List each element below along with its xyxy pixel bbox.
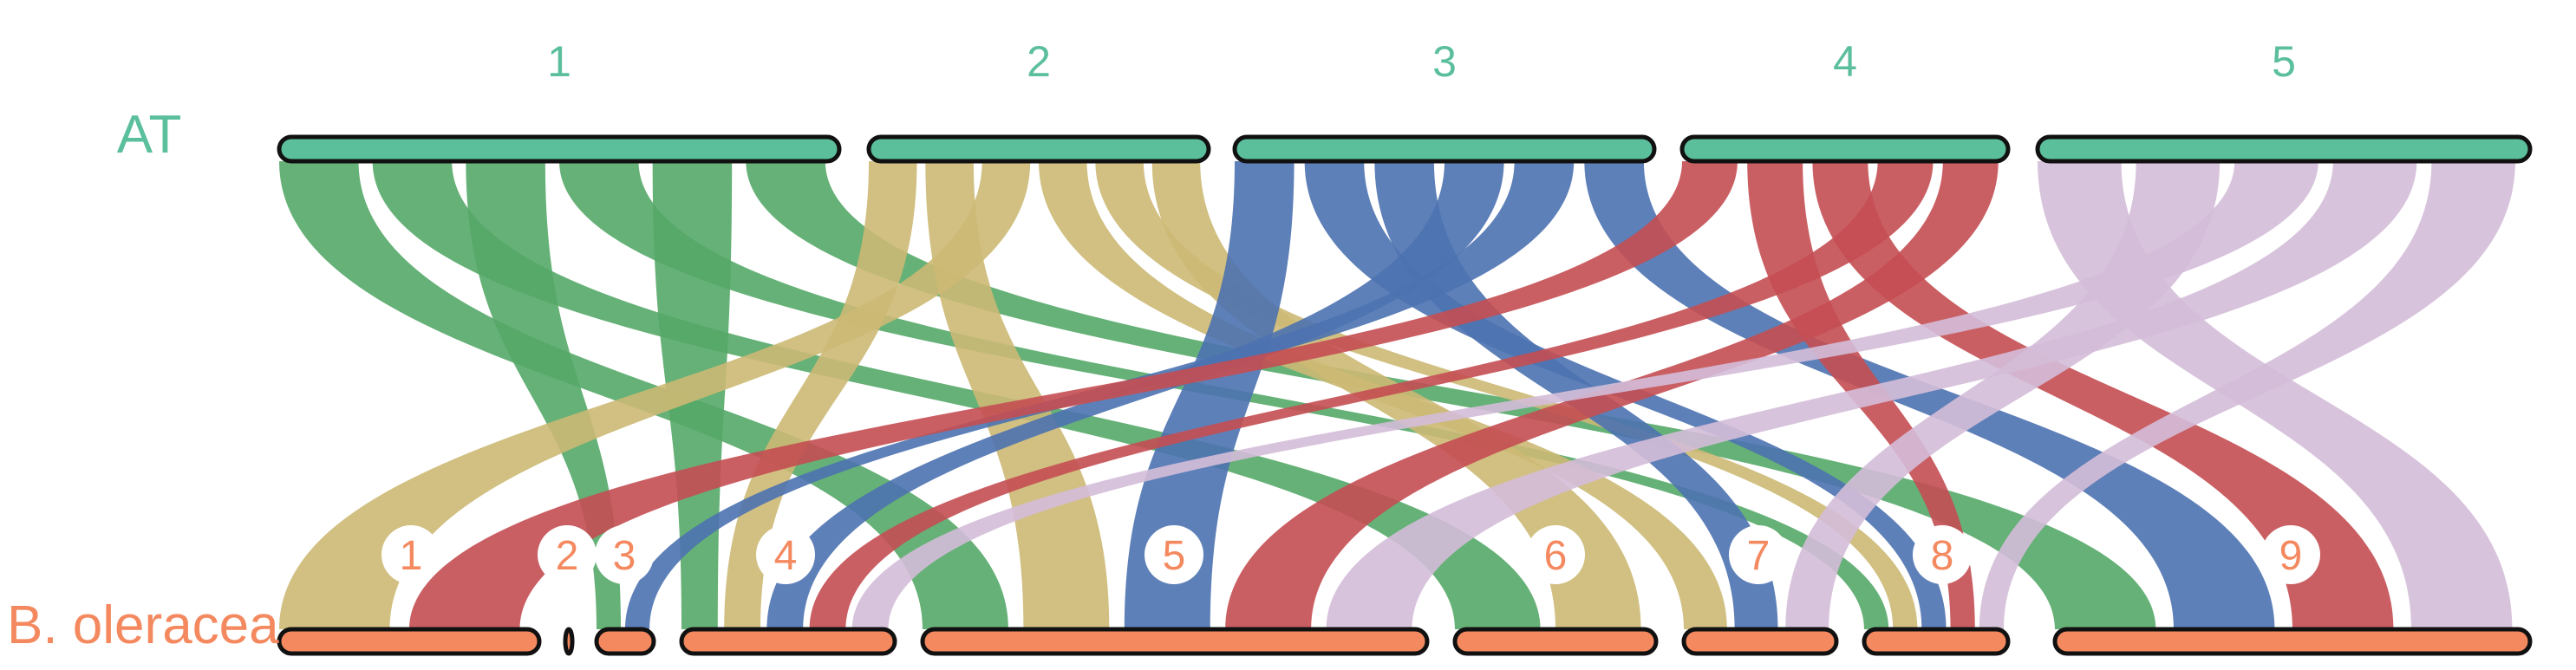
chromosome-bottom (920, 627, 1430, 656)
chromosome-top (866, 134, 1211, 164)
chromosome-label-bottom: 8 (1913, 525, 1972, 584)
synteny-link (851, 161, 2318, 629)
chromosome-label-top: 3 (1432, 37, 1457, 86)
svg-text:5: 5 (1163, 533, 1186, 579)
labels: AT B. oleracea (7, 105, 279, 655)
chromosome-label-bottom: 7 (1729, 525, 1788, 584)
svg-text:3: 3 (613, 533, 636, 579)
chromosomes: 1 2 3 4 51 2 3 4 5 6 7 8 9 (277, 37, 2533, 656)
synteny-link (724, 161, 917, 629)
synteny-link (372, 161, 1541, 629)
chromosome-label-bottom: 9 (2261, 525, 2320, 584)
chromosome-bottom (594, 627, 656, 656)
chromosome-bottom (277, 627, 542, 656)
synteny-link (1979, 161, 2515, 629)
synteny-link (746, 161, 2156, 629)
chromosome-label-bottom: 6 (1526, 525, 1585, 584)
svg-text:7: 7 (1747, 533, 1771, 579)
svg-text:9: 9 (2279, 533, 2303, 579)
chromosome-label-bottom: 5 (1145, 525, 1203, 584)
svg-text:1: 1 (400, 533, 423, 579)
synteny-link (809, 161, 1934, 629)
synteny-link (279, 161, 1031, 629)
synteny-link (1584, 161, 2275, 629)
chromosome-top (277, 134, 842, 164)
chromosome-label-top: 2 (1027, 37, 1051, 86)
chromosome-label-bottom: 2 (538, 525, 597, 584)
genome-label-bottom: B. oleracea (7, 595, 279, 655)
synteny-link (466, 161, 622, 629)
chromosome-bottom (679, 627, 897, 656)
chromosome-top (1232, 134, 1657, 164)
svg-text:6: 6 (1544, 533, 1568, 579)
chromosome-label-top: 4 (1833, 37, 1857, 86)
svg-text:2: 2 (556, 533, 579, 579)
synteny-link (1812, 161, 2394, 629)
svg-text:4: 4 (774, 533, 798, 579)
synteny-links (279, 161, 2515, 629)
synteny-link (766, 161, 1504, 629)
synteny-link (1095, 161, 1918, 629)
svg-text:8: 8 (1931, 533, 1954, 579)
chromosome-label-bottom: 1 (382, 525, 440, 584)
synteny-link (1151, 161, 1641, 629)
chromosome-bottom (1681, 627, 1839, 656)
chromosome-top (2035, 134, 2533, 164)
synteny-link (1124, 161, 1295, 629)
chromosome-label-top: 5 (2272, 37, 2296, 86)
chromosome-label-bottom: 3 (595, 525, 654, 584)
chromosome-label-bottom: 4 (756, 525, 815, 584)
chromosome-bottom (563, 627, 575, 656)
synteny-link (1225, 161, 1999, 629)
chromosome-label-top: 1 (547, 37, 571, 86)
chromosome-top (1679, 134, 2011, 164)
chromosome-bottom (1862, 627, 2011, 656)
chromosome-bottom (2052, 627, 2533, 656)
synteny-link (925, 161, 1110, 629)
synteny-link (1326, 161, 2417, 629)
synteny-link (409, 161, 1738, 629)
chromosome-bottom (1452, 627, 1659, 656)
genome-label-top: AT (117, 105, 182, 165)
